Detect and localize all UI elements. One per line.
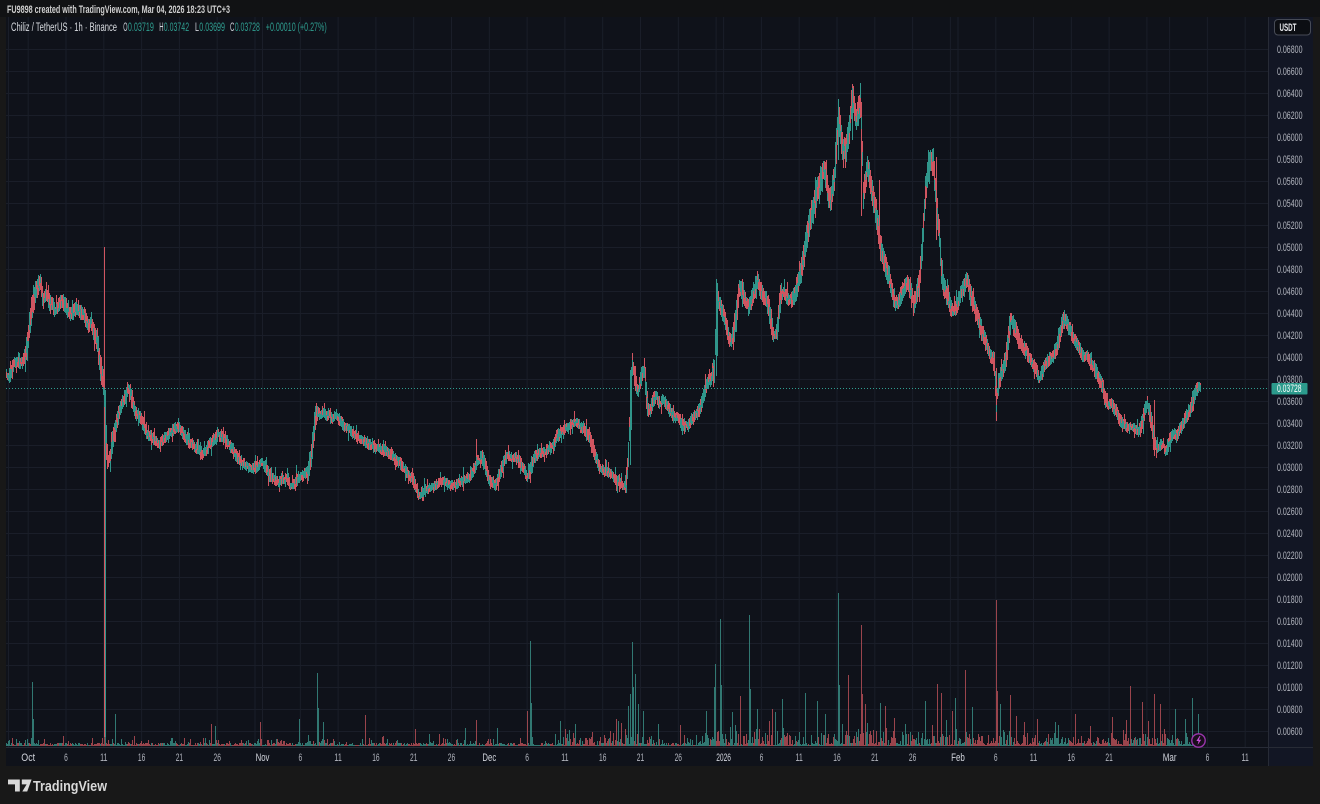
svg-text:Chiliz / TetherUS · 1h · Binan: Chiliz / TetherUS · 1h · Binance — [11, 22, 117, 34]
svg-text:0.04000: 0.04000 — [1277, 352, 1303, 364]
svg-text:0.05000: 0.05000 — [1277, 242, 1303, 254]
svg-text:6: 6 — [525, 752, 529, 764]
svg-text:16: 16 — [1068, 752, 1075, 764]
svg-text:TradingView: TradingView — [33, 778, 107, 795]
svg-text:0.00600: 0.00600 — [1277, 726, 1303, 738]
svg-text:H: H — [159, 22, 163, 34]
svg-text:21: 21 — [176, 752, 183, 764]
svg-text:0.04400: 0.04400 — [1277, 308, 1303, 320]
svg-text:Mar: Mar — [1163, 752, 1177, 764]
svg-text:Feb: Feb — [951, 752, 965, 764]
svg-text:0.01600: 0.01600 — [1277, 616, 1303, 628]
svg-text:0.01200: 0.01200 — [1277, 660, 1303, 672]
svg-text:0.03719: 0.03719 — [128, 22, 154, 34]
svg-text:L: L — [195, 22, 199, 34]
svg-text:21: 21 — [871, 752, 878, 764]
svg-text:21: 21 — [410, 752, 417, 764]
svg-text:0.02200: 0.02200 — [1277, 550, 1303, 562]
svg-text:0.03742: 0.03742 — [164, 22, 189, 34]
svg-text:26: 26 — [214, 752, 221, 764]
svg-text:0.05800: 0.05800 — [1277, 154, 1303, 166]
svg-text:0.00800: 0.00800 — [1277, 704, 1303, 716]
svg-text:Nov: Nov — [256, 752, 270, 764]
svg-text:0.03400: 0.03400 — [1277, 418, 1303, 430]
svg-text:0.01800: 0.01800 — [1277, 594, 1303, 606]
svg-text:26: 26 — [448, 752, 455, 764]
svg-text:6: 6 — [1206, 752, 1210, 764]
svg-text:0.06400: 0.06400 — [1277, 88, 1303, 100]
svg-text:0.02600: 0.02600 — [1277, 506, 1303, 518]
svg-text:11: 11 — [100, 752, 107, 764]
svg-text:Dec: Dec — [482, 752, 496, 764]
svg-text:0.05600: 0.05600 — [1277, 176, 1303, 188]
svg-text:0.03600: 0.03600 — [1277, 396, 1303, 408]
svg-text:11: 11 — [561, 752, 568, 764]
svg-text:11: 11 — [796, 752, 803, 764]
svg-text:11: 11 — [334, 752, 341, 764]
svg-text:21: 21 — [1105, 752, 1112, 764]
svg-text:C: C — [230, 22, 234, 34]
svg-text:26: 26 — [909, 752, 916, 764]
svg-text:0.01000: 0.01000 — [1277, 682, 1303, 694]
svg-text:0.01400: 0.01400 — [1277, 638, 1303, 650]
svg-text:0.03699: 0.03699 — [199, 22, 225, 34]
svg-text:Oct: Oct — [21, 752, 35, 764]
svg-text:0.06200: 0.06200 — [1277, 110, 1303, 122]
svg-text:0.03728: 0.03728 — [235, 22, 260, 34]
svg-text:0.03728: 0.03728 — [1277, 383, 1302, 395]
svg-text:0.02400: 0.02400 — [1277, 528, 1303, 540]
svg-text:6: 6 — [760, 752, 764, 764]
svg-text:O: O — [123, 22, 127, 34]
svg-text:FU9898 created with TradingVie: FU9898 created with TradingView.com, Mar… — [7, 4, 230, 16]
svg-text:16: 16 — [138, 752, 145, 764]
svg-text:0.05200: 0.05200 — [1277, 220, 1303, 232]
svg-text:26: 26 — [675, 752, 682, 764]
svg-text:0.05400: 0.05400 — [1277, 198, 1303, 210]
svg-text:0.06800: 0.06800 — [1277, 44, 1303, 56]
svg-text:16: 16 — [833, 752, 840, 764]
svg-text:16: 16 — [599, 752, 606, 764]
svg-text:0.03000: 0.03000 — [1277, 462, 1303, 474]
svg-text:0.04600: 0.04600 — [1277, 286, 1303, 298]
svg-text:USDT: USDT — [1280, 22, 1297, 34]
svg-text:+0.00010 (+0.27%): +0.00010 (+0.27%) — [266, 22, 327, 34]
svg-text:21: 21 — [637, 752, 644, 764]
svg-text:0.04200: 0.04200 — [1277, 330, 1303, 342]
svg-text:0.06000: 0.06000 — [1277, 132, 1303, 144]
svg-text:0.03200: 0.03200 — [1277, 440, 1303, 452]
svg-text:11: 11 — [1242, 752, 1249, 764]
svg-text:6: 6 — [994, 752, 998, 764]
svg-text:2026: 2026 — [716, 752, 731, 764]
svg-text:0.06600: 0.06600 — [1277, 66, 1303, 78]
svg-text:16: 16 — [372, 752, 379, 764]
svg-text:6: 6 — [299, 752, 303, 764]
svg-text:6: 6 — [64, 752, 68, 764]
svg-text:0.02800: 0.02800 — [1277, 484, 1303, 496]
svg-text:11: 11 — [1030, 752, 1037, 764]
svg-text:0.02000: 0.02000 — [1277, 572, 1303, 584]
svg-text:0.04800: 0.04800 — [1277, 264, 1303, 276]
